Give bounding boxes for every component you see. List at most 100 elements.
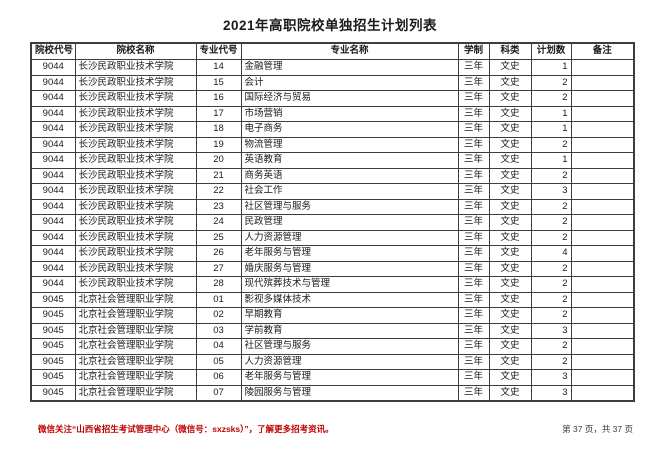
remarks-cell (570, 198, 635, 215)
college-code-cell: 9044 (30, 59, 76, 76)
column-header-1: 院校名称 (74, 42, 197, 60)
category-cell: 文史 (488, 167, 532, 184)
major-code-cell: 07 (195, 384, 242, 402)
category-cell: 文史 (488, 121, 532, 138)
duration-cell: 三年 (457, 183, 490, 200)
major-code-cell: 18 (195, 121, 242, 138)
major-name-cell: 会计 (240, 74, 459, 91)
column-header-4: 学制 (457, 42, 490, 60)
remarks-cell (570, 322, 635, 339)
major-code-cell: 23 (195, 198, 242, 215)
college-code-cell: 9045 (30, 291, 76, 308)
page-number: 第 37 页，共 37 页 (562, 424, 633, 434)
table-row: 9045 北京社会管理职业学院 07 陵园服务与管理 三年 文史 3 (30, 384, 635, 402)
college-code-cell: 9045 (30, 307, 76, 324)
category-cell: 文史 (488, 369, 532, 386)
major-code-cell: 19 (195, 136, 242, 153)
plan-count-cell: 2 (530, 198, 572, 215)
category-cell: 文史 (488, 105, 532, 122)
major-name-cell: 社区管理与服务 (240, 338, 459, 355)
table-row: 9044 长沙民政职业技术学院 19 物流管理 三年 文史 2 (30, 136, 635, 153)
plan-count-cell: 3 (530, 322, 572, 339)
major-code-cell: 20 (195, 152, 242, 169)
college-name-cell: 长沙民政职业技术学院 (74, 90, 197, 107)
college-name-cell: 长沙民政职业技术学院 (74, 198, 197, 215)
table-row: 9044 长沙民政职业技术学院 28 现代殡葬技术与管理 三年 文史 2 (30, 276, 635, 293)
column-header-6: 计划数 (530, 42, 572, 60)
enrollment-plan-table: 院校代号 院校名称 专业代号 专业名称 学制 科类 计划数 备注 9044 长沙民政职业技术学院… (30, 42, 635, 402)
major-code-cell: 26 (195, 245, 242, 262)
category-cell: 文史 (488, 353, 532, 370)
major-name-cell: 社会工作 (240, 183, 459, 200)
table-row: 9044 长沙民政职业技术学院 25 人力资源管理 三年 文史 2 (30, 229, 635, 246)
college-code-cell: 9045 (30, 369, 76, 386)
major-name-cell: 物流管理 (240, 136, 459, 153)
category-cell: 文史 (488, 291, 532, 308)
major-code-cell: 14 (195, 59, 242, 76)
duration-cell: 三年 (457, 291, 490, 308)
college-name-cell: 北京社会管理职业学院 (74, 322, 197, 339)
college-code-cell: 9044 (30, 105, 76, 122)
college-code-cell: 9045 (30, 384, 76, 402)
college-code-cell: 9044 (30, 152, 76, 169)
table-row: 9044 长沙民政职业技术学院 23 社区管理与服务 三年 文史 2 (30, 198, 635, 215)
category-cell: 文史 (488, 229, 532, 246)
plan-count-cell: 3 (530, 369, 572, 386)
college-code-cell: 9044 (30, 214, 76, 231)
major-name-cell: 老年服务与管理 (240, 369, 459, 386)
college-name-cell: 北京社会管理职业学院 (74, 307, 197, 324)
duration-cell: 三年 (457, 198, 490, 215)
duration-cell: 三年 (457, 307, 490, 324)
major-code-cell: 02 (195, 307, 242, 324)
duration-cell: 三年 (457, 322, 490, 339)
plan-count-cell: 2 (530, 229, 572, 246)
duration-cell: 三年 (457, 74, 490, 91)
plan-count-cell: 2 (530, 136, 572, 153)
remarks-cell (570, 353, 635, 370)
major-code-cell: 16 (195, 90, 242, 107)
major-code-cell: 03 (195, 322, 242, 339)
plan-count-cell: 2 (530, 167, 572, 184)
major-name-cell: 早期教育 (240, 307, 459, 324)
remarks-cell (570, 384, 635, 402)
duration-cell: 三年 (457, 353, 490, 370)
remarks-cell (570, 338, 635, 355)
major-name-cell: 婚庆服务与管理 (240, 260, 459, 277)
major-code-cell: 06 (195, 369, 242, 386)
remarks-cell (570, 59, 635, 76)
major-name-cell: 老年服务与管理 (240, 245, 459, 262)
table-row: 9044 长沙民政职业技术学院 18 电子商务 三年 文史 1 (30, 121, 635, 138)
duration-cell: 三年 (457, 105, 490, 122)
column-header-2: 专业代号 (195, 42, 242, 60)
remarks-cell (570, 74, 635, 91)
major-name-cell: 民政管理 (240, 214, 459, 231)
plan-count-cell: 3 (530, 384, 572, 402)
college-code-cell: 9044 (30, 245, 76, 262)
duration-cell: 三年 (457, 276, 490, 293)
duration-cell: 三年 (457, 152, 490, 169)
remarks-cell (570, 260, 635, 277)
remarks-cell (570, 307, 635, 324)
major-code-cell: 17 (195, 105, 242, 122)
table-row: 9045 北京社会管理职业学院 05 人力资源管理 三年 文史 2 (30, 353, 635, 370)
page-title: 2021年高职院校单独招生计划列表 (222, 18, 438, 33)
table-row: 9044 长沙民政职业技术学院 21 商务英语 三年 文史 2 (30, 167, 635, 184)
duration-cell: 三年 (457, 59, 490, 76)
major-code-cell: 25 (195, 229, 242, 246)
college-name-cell: 长沙民政职业技术学院 (74, 152, 197, 169)
table-header-row: 院校代号 院校名称 专业代号 专业名称 学制 科类 计划数 备注 (30, 42, 635, 60)
table-row: 9044 长沙民政职业技术学院 26 老年服务与管理 三年 文史 4 (30, 245, 635, 262)
remarks-cell (570, 369, 635, 386)
category-cell: 文史 (488, 136, 532, 153)
major-name-cell: 社区管理与服务 (240, 198, 459, 215)
category-cell: 文史 (488, 74, 532, 91)
major-name-cell: 现代殡葬技术与管理 (240, 276, 459, 293)
category-cell: 文史 (488, 245, 532, 262)
plan-count-cell: 1 (530, 105, 572, 122)
college-name-cell: 北京社会管理职业学院 (74, 291, 197, 308)
duration-cell: 三年 (457, 214, 490, 231)
major-name-cell: 市场营销 (240, 105, 459, 122)
college-code-cell: 9044 (30, 183, 76, 200)
table-row: 9045 北京社会管理职业学院 04 社区管理与服务 三年 文史 2 (30, 338, 635, 355)
